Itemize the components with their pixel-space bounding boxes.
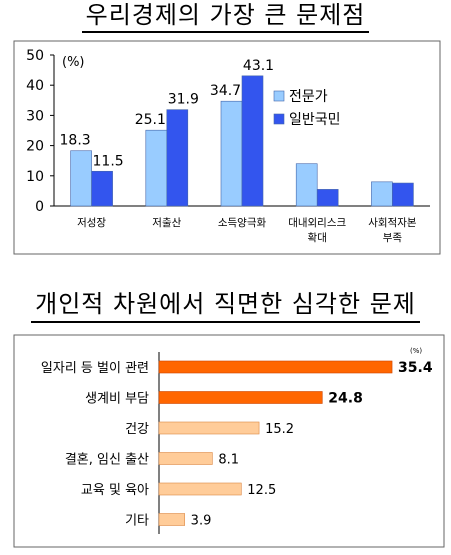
data-label: 12.5	[247, 483, 276, 498]
bar-public	[316, 189, 339, 207]
data-label: 18.3	[60, 133, 91, 149]
chart1-title: 우리경제의 가장 큰 문제점	[0, 0, 451, 33]
y-tick-label: 0	[35, 199, 44, 215]
legend-swatch	[273, 90, 285, 102]
x-tick-label: 저출산	[152, 217, 181, 229]
bar	[158, 513, 185, 526]
bar	[158, 482, 242, 496]
data-label: 43.1	[243, 58, 274, 74]
x-tick-label: 사회적자본	[368, 217, 417, 229]
chart2-title: 개인적 차원에서 직면한 심각한 문제	[0, 288, 451, 323]
bar-expert	[220, 100, 243, 207]
personal-problems-chart: (%) 일자리 등 벌이 관련 35.4 생계비 부담 24.8 건강 15.2 결혼, 임신…	[13, 334, 445, 548]
x-tick-label: 부족	[383, 232, 403, 244]
bar-highlight	[158, 360, 393, 374]
economy-problems-chart: 0 10 20 30 40 50 (%) 18.311.5 저성장 25.131.9 저출산 34.7…	[13, 40, 441, 255]
bar-public	[392, 182, 414, 207]
category-label: 결혼, 임신 출산	[65, 453, 149, 468]
bar	[158, 421, 260, 435]
bar-expert	[295, 163, 318, 207]
data-label: 11.5	[93, 153, 124, 169]
bar-public	[91, 170, 113, 207]
unit-label: (%)	[62, 55, 85, 70]
data-label: 8.1	[218, 453, 239, 468]
bar	[158, 452, 213, 465]
legend-label: 전문가	[289, 89, 328, 105]
x-tick-label: 저성장	[77, 217, 106, 229]
data-label: 3.9	[191, 514, 212, 529]
bar-expert	[70, 150, 92, 207]
y-tick-label: 40	[26, 78, 44, 94]
category-label: 일자리 등 벌이 관련	[41, 361, 149, 376]
x-tick-label: 확대	[308, 231, 327, 244]
category-label: 생계비 부담	[85, 392, 149, 407]
data-label: 35.4	[398, 360, 433, 376]
category-label: 건강	[125, 422, 149, 437]
bar-highlight	[158, 391, 323, 404]
data-label: 15.2	[265, 422, 294, 437]
category-label: 교육 및 육아	[81, 483, 149, 498]
data-label: 34.7	[210, 83, 241, 99]
category-label: 기타	[125, 514, 149, 529]
y-tick-label: 50	[26, 48, 44, 64]
unit-label: (%)	[410, 347, 422, 355]
y-tick-label: 30	[26, 108, 44, 124]
legend-swatch	[273, 113, 285, 125]
bar-public	[166, 109, 189, 207]
y-tick-label: 10	[26, 169, 44, 185]
data-label: 31.9	[168, 92, 199, 108]
y-tick-label: 20	[26, 139, 44, 155]
bar-expert	[371, 181, 393, 207]
x-tick-label: 소득양극화	[218, 217, 267, 229]
bar-public	[241, 75, 264, 207]
legend-label: 일반국민	[289, 112, 341, 128]
data-label: 25.1	[135, 112, 166, 128]
x-tick-label: 대내외리스크	[288, 217, 346, 229]
data-label: 24.8	[328, 391, 363, 407]
bar-expert	[145, 129, 168, 207]
